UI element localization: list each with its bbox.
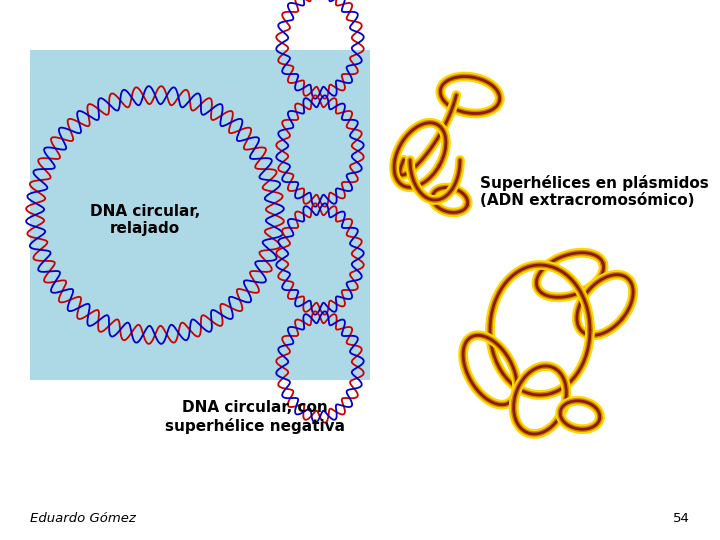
Text: Superhélices en plásmidos
(ADN extracromosómico): Superhélices en plásmidos (ADN extracrom… bbox=[480, 175, 708, 208]
Text: DNA circular,
relajado: DNA circular, relajado bbox=[90, 204, 200, 236]
Text: 54: 54 bbox=[673, 512, 690, 525]
Bar bbox=[30, 50, 370, 380]
Text: Eduardo Gómez: Eduardo Gómez bbox=[30, 512, 136, 525]
Text: DNA circular, con
superhélice negativa: DNA circular, con superhélice negativa bbox=[165, 400, 345, 434]
